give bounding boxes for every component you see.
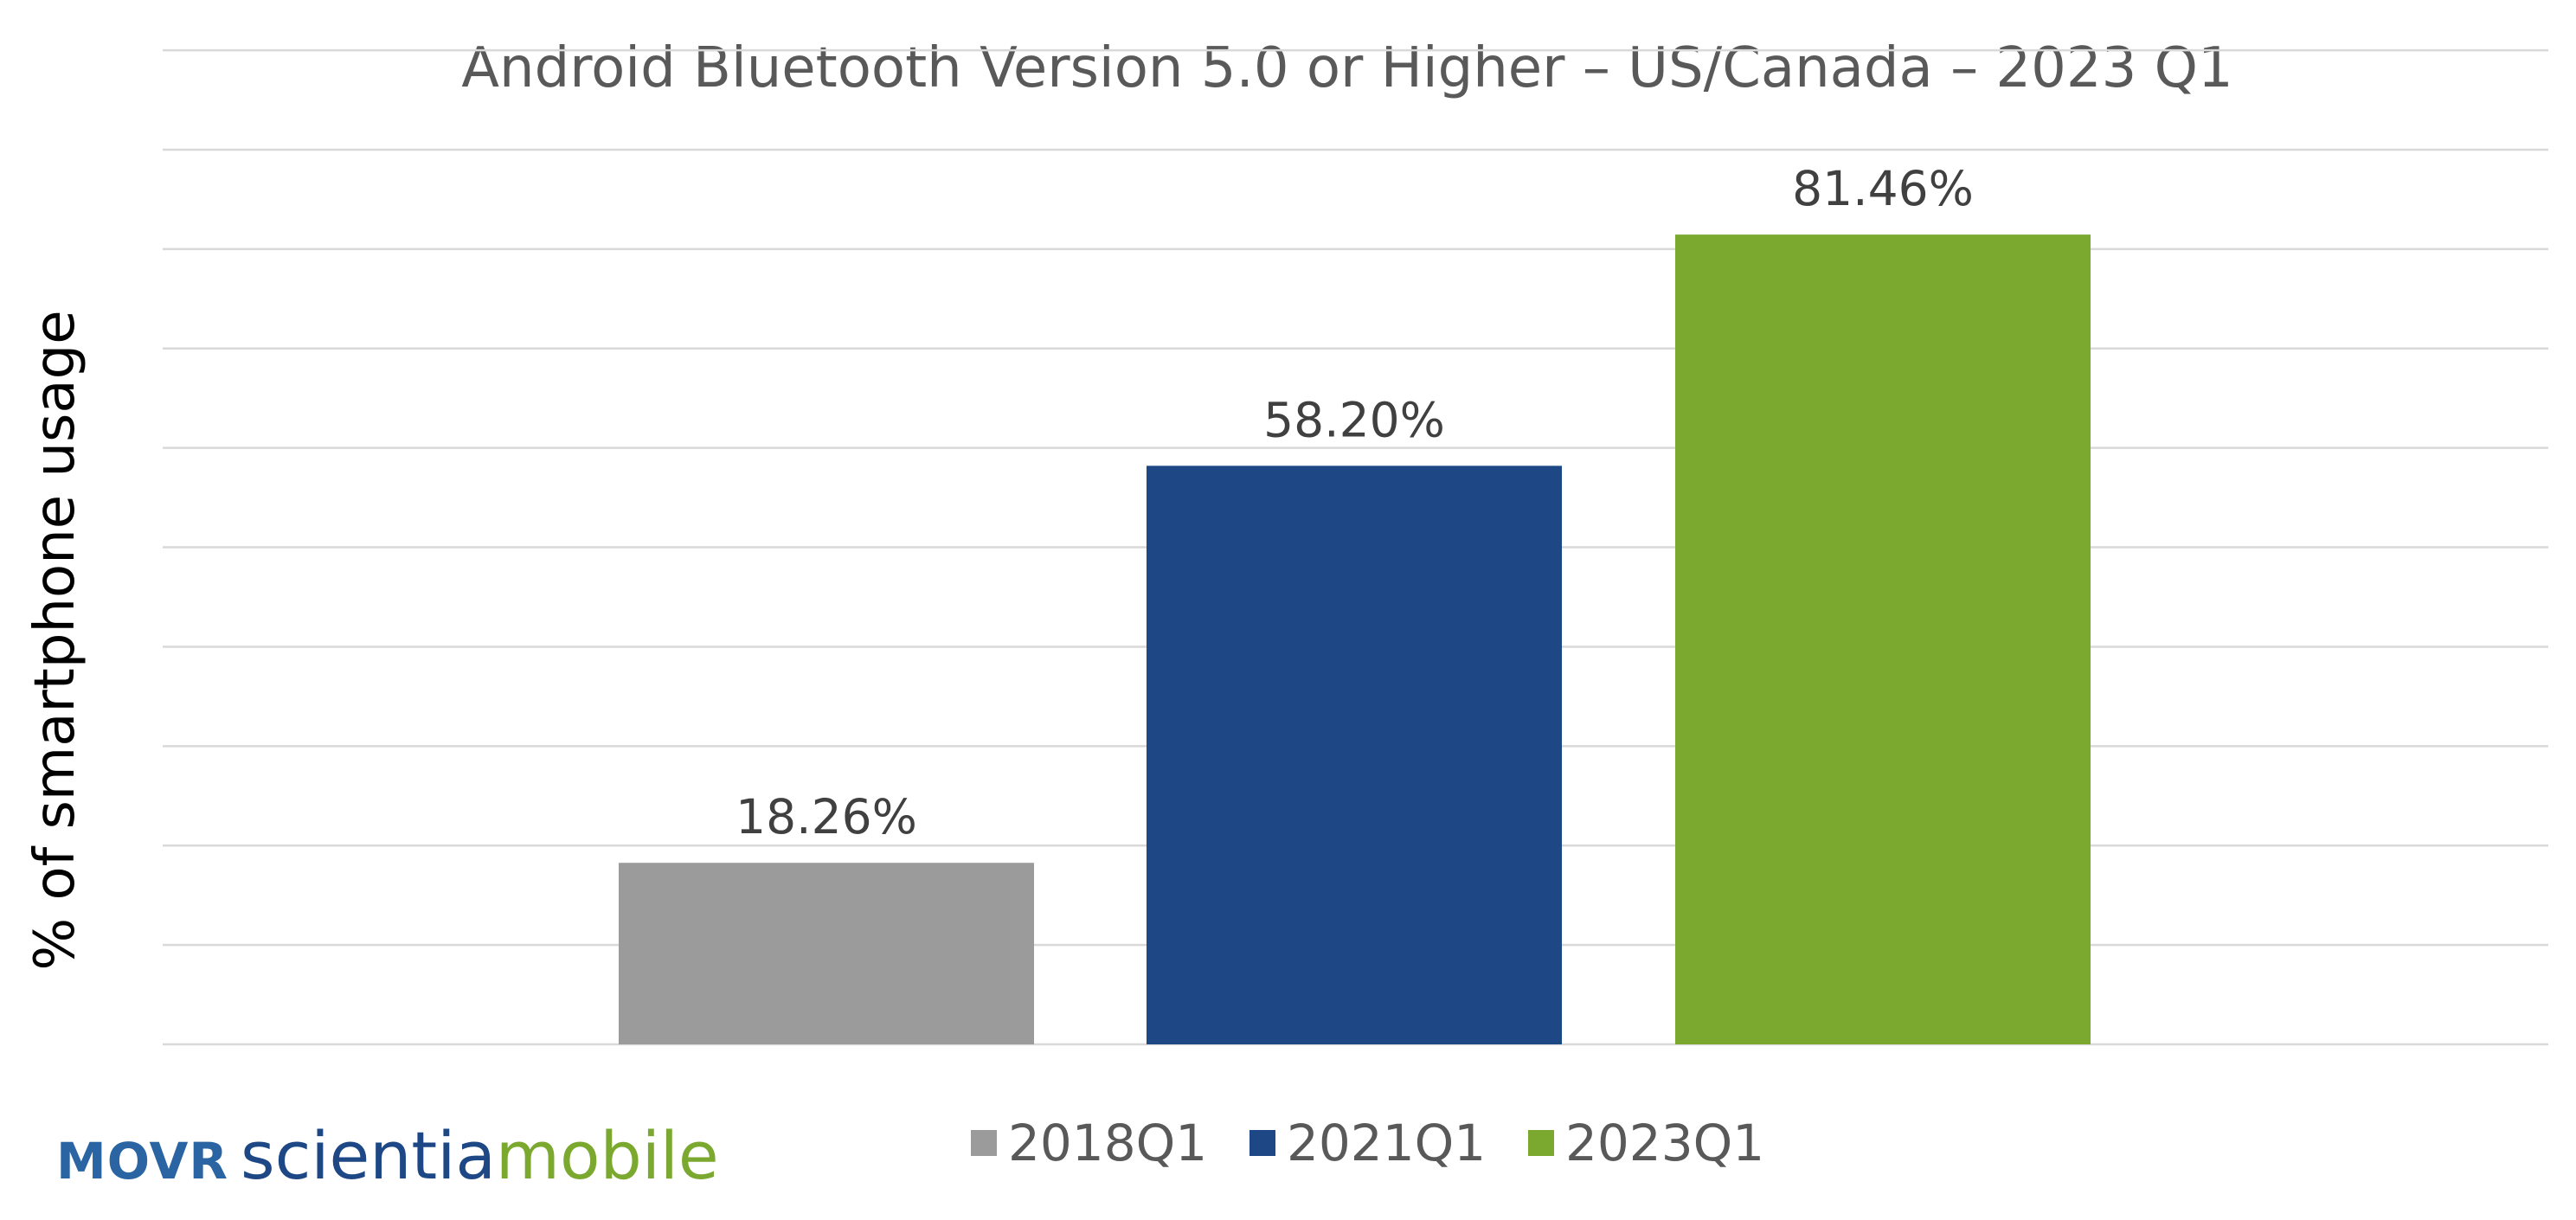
- data-label-2021Q1: 58.20%: [1263, 392, 1445, 447]
- bar-2023Q1: [1675, 234, 2091, 1044]
- brand-logo: MOVR scientiamobile: [56, 1117, 719, 1194]
- movr-logo-text: MOVR: [56, 1132, 228, 1191]
- legend-label-2023Q1: 2023Q1: [1565, 1114, 1764, 1172]
- legend-swatch-2021Q1: [1249, 1130, 1275, 1156]
- legend-label-2018Q1: 2018Q1: [1008, 1114, 1207, 1172]
- legend-swatch-2023Q1: [1528, 1130, 1554, 1156]
- data-label-2018Q1: 18.26%: [736, 789, 917, 844]
- brand-name-part1: scientia: [241, 1117, 496, 1194]
- bars: [619, 234, 2091, 1044]
- chart-title: Android Bluetooth Version 5.0 or Higher …: [461, 36, 2232, 100]
- data-label-2023Q1: 81.46%: [1792, 161, 1974, 216]
- legend-label-2021Q1: 2021Q1: [1287, 1114, 1486, 1172]
- scientiamobile-logo-text: scientiamobile: [241, 1117, 719, 1194]
- legend-swatch-2018Q1: [971, 1130, 997, 1156]
- bar-2021Q1: [1147, 466, 1562, 1044]
- bar-2018Q1: [619, 863, 1034, 1044]
- data-labels: 18.26% 58.20% 81.46%: [736, 161, 1974, 844]
- legend: 2018Q1 2021Q1 2023Q1: [971, 1114, 1764, 1172]
- brand-name-part2: mobile: [496, 1117, 719, 1194]
- y-axis-label: % of smartphone usage: [23, 310, 87, 970]
